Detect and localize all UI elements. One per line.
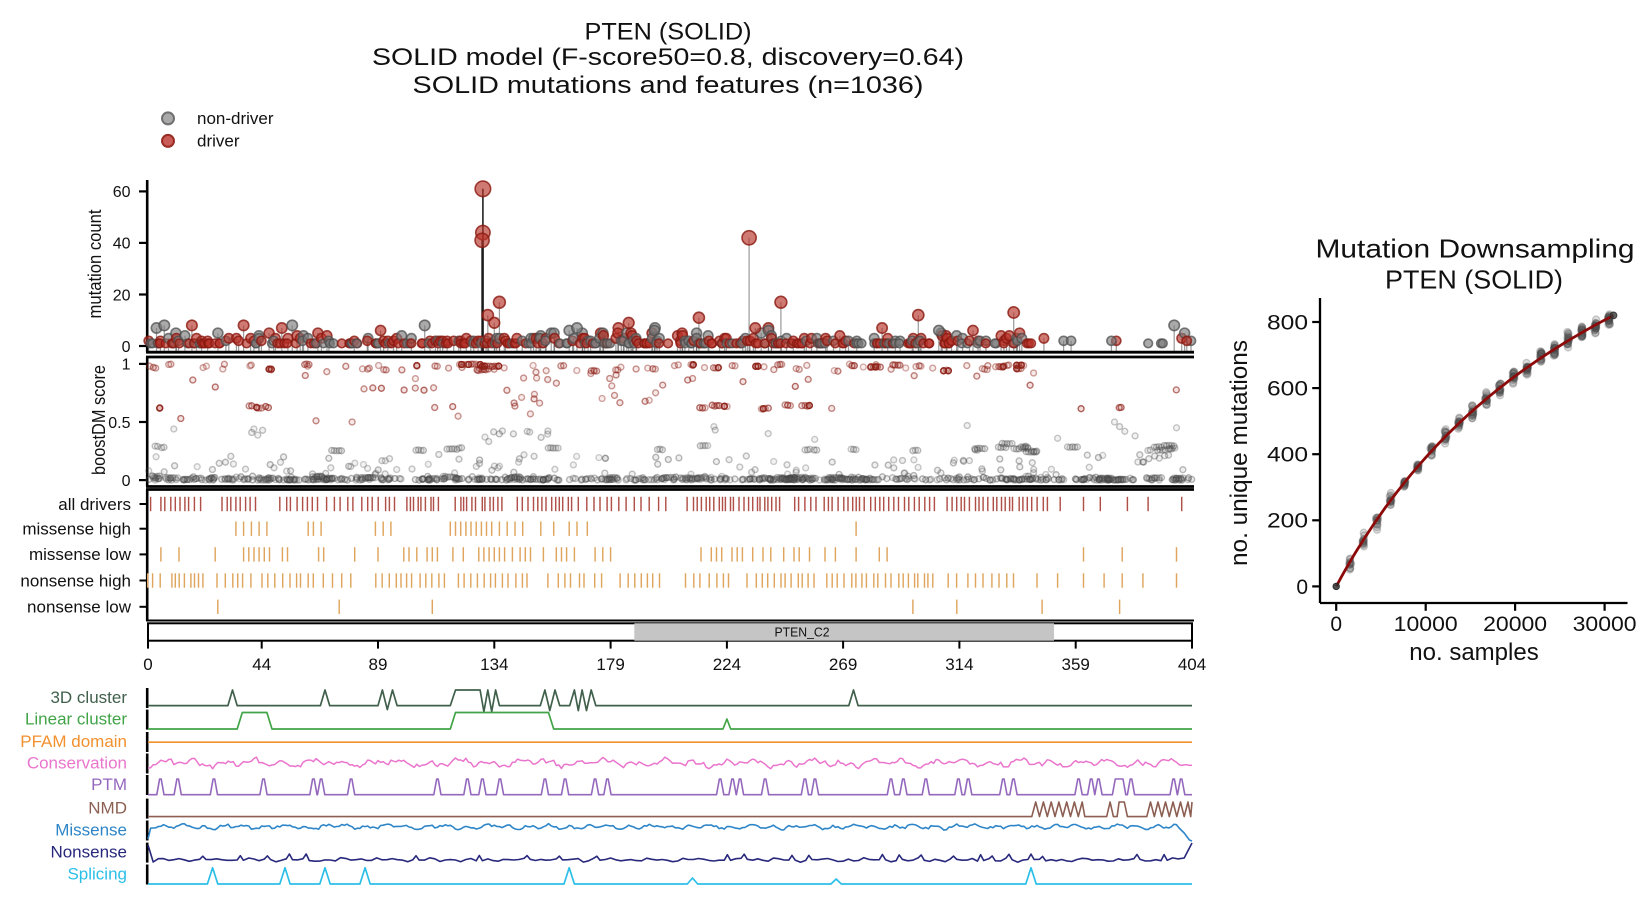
svg-text:boostDM score: boostDM score bbox=[89, 365, 109, 475]
svg-text:0: 0 bbox=[122, 339, 131, 356]
svg-text:600: 600 bbox=[1267, 378, 1308, 401]
svg-text:314: 314 bbox=[945, 655, 973, 674]
svg-text:Mutation Downsampling: Mutation Downsampling bbox=[1316, 234, 1635, 264]
svg-text:mutation count: mutation count bbox=[85, 210, 105, 319]
svg-text:20000: 20000 bbox=[1483, 613, 1547, 636]
svg-text:no. unique mutations: no. unique mutations bbox=[1226, 340, 1253, 566]
svg-text:359: 359 bbox=[1062, 655, 1090, 674]
svg-text:400: 400 bbox=[1267, 444, 1308, 467]
svg-text:0: 0 bbox=[1296, 576, 1308, 599]
svg-text:PTM: PTM bbox=[91, 775, 127, 794]
svg-text:179: 179 bbox=[596, 655, 624, 674]
svg-text:224: 224 bbox=[713, 655, 741, 674]
svg-text:PTEN (SOLID): PTEN (SOLID) bbox=[585, 19, 752, 46]
svg-text:10000: 10000 bbox=[1394, 613, 1458, 636]
svg-text:404: 404 bbox=[1178, 655, 1206, 674]
svg-text:200: 200 bbox=[1267, 510, 1308, 533]
svg-text:nonsense low: nonsense low bbox=[27, 598, 132, 617]
svg-text:Splicing: Splicing bbox=[67, 864, 127, 883]
svg-text:Linear cluster: Linear cluster bbox=[25, 709, 127, 728]
svg-text:PTEN (SOLID): PTEN (SOLID) bbox=[1385, 265, 1563, 295]
svg-text:60: 60 bbox=[113, 184, 131, 201]
svg-text:800: 800 bbox=[1267, 311, 1308, 334]
svg-text:non-driver: non-driver bbox=[197, 109, 274, 128]
svg-text:Nonsense: Nonsense bbox=[50, 842, 127, 861]
svg-text:no. samples: no. samples bbox=[1409, 639, 1538, 666]
svg-text:20: 20 bbox=[113, 287, 131, 304]
svg-text:40: 40 bbox=[113, 236, 131, 253]
svg-text:44: 44 bbox=[252, 655, 271, 674]
svg-text:0: 0 bbox=[122, 473, 131, 490]
svg-text:all drivers: all drivers bbox=[58, 495, 131, 514]
svg-text:Conservation: Conservation bbox=[27, 753, 127, 772]
svg-text:missense low: missense low bbox=[29, 545, 132, 564]
svg-text:nonsense high: nonsense high bbox=[20, 571, 131, 590]
svg-text:1: 1 bbox=[122, 357, 131, 374]
svg-text:PFAM domain: PFAM domain bbox=[20, 732, 127, 751]
svg-text:30000: 30000 bbox=[1573, 613, 1637, 636]
svg-text:269: 269 bbox=[829, 655, 857, 674]
svg-text:0: 0 bbox=[1330, 613, 1342, 636]
svg-text:89: 89 bbox=[369, 655, 388, 674]
svg-text:PTEN_C2: PTEN_C2 bbox=[775, 624, 830, 639]
svg-text:Missense: Missense bbox=[55, 820, 127, 839]
svg-text:NMD: NMD bbox=[88, 798, 127, 817]
svg-text:SOLID model (F-score50=0.8, di: SOLID model (F-score50=0.8, discovery=0.… bbox=[372, 44, 964, 71]
svg-text:134: 134 bbox=[480, 655, 508, 674]
svg-text:0: 0 bbox=[143, 655, 152, 674]
svg-text:3D cluster: 3D cluster bbox=[50, 688, 127, 707]
svg-text:driver: driver bbox=[197, 132, 240, 151]
svg-text:SOLID mutations and features (: SOLID mutations and features (n=1036) bbox=[413, 72, 924, 99]
svg-text:0.5: 0.5 bbox=[108, 415, 130, 432]
svg-text:missense high: missense high bbox=[22, 520, 131, 539]
